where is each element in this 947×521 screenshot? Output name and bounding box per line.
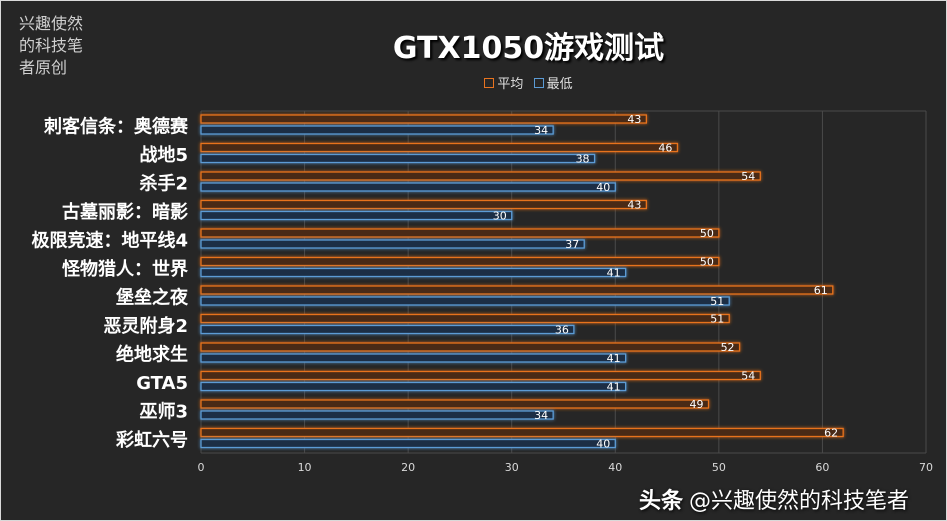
bar-avg [200,171,761,181]
category-label: 杀手2 [139,172,188,194]
category-label: 堡垒之夜 [115,286,189,308]
bar-avg [200,199,648,210]
bar-avg [200,399,710,409]
data-label-min: 34 [534,124,548,137]
data-label-min: 40 [596,438,610,451]
data-label-min: 34 [534,409,548,422]
chart-title: GTX1050游戏测试 [392,31,665,66]
data-label-avg: 52 [721,341,735,354]
bar-avg [200,142,679,153]
data-label-min: 41 [607,267,621,280]
bar-min [200,296,730,306]
bar-avg [200,228,720,238]
legend-item-avg: 平均 [484,73,523,92]
category-label: 彩虹六号 [115,429,188,451]
x-tick-label: 40 [608,461,622,474]
data-label-min: 38 [576,153,590,166]
x-tick-label: 50 [712,461,726,474]
category-label: 战地5 [139,144,188,166]
bar-avg [200,370,761,381]
data-label-avg: 43 [627,199,641,212]
data-label-avg: 61 [814,284,828,297]
legend-item-min: 最低 [533,73,573,92]
data-label-avg: 50 [700,227,714,240]
x-tick-label: 30 [505,461,519,474]
category-label: 极限竞速：地平线4 [31,229,188,251]
bar-avg [200,256,720,267]
data-label-min: 51 [710,295,724,308]
category-label: 绝地求生 [116,343,188,365]
category-label: 古墓丽影：暗影 [62,201,188,223]
bar-min [200,153,596,164]
data-label-min: 41 [607,352,621,365]
data-label-min: 36 [555,324,569,337]
data-label-min: 40 [596,181,610,194]
watermark-brand: 头条 [639,489,684,514]
data-label-avg: 46 [658,142,672,155]
legend-swatch-avg [484,77,495,88]
data-label-avg: 54 [741,170,755,183]
x-tick-label: 60 [815,461,829,474]
legend-label-min: 最低 [546,77,573,92]
bar-min [200,324,575,335]
bar-avg [200,313,730,324]
bar-min [200,381,627,392]
legend-swatch-min [533,77,544,88]
data-label-avg: 62 [824,427,838,440]
category-label: 怪物猎人：世界 [62,258,188,280]
bar-min [200,210,513,221]
bar-avg [200,427,844,438]
watermark-handle: @兴趣使然的科技笔者 [689,489,910,514]
category-label: 巫师3 [139,400,188,422]
data-label-avg: 43 [627,113,641,126]
bar-min [200,267,627,278]
bar-min [200,410,554,420]
category-label: 恶灵附身2 [103,315,188,337]
category-label: GTA5 [136,373,188,394]
bar-min [200,438,616,449]
bar-min [200,239,585,249]
data-label-avg: 51 [710,313,724,326]
legend-label-avg: 平均 [497,77,524,92]
category-label: 刺客信条：奥德赛 [44,115,189,137]
data-label-min: 37 [565,238,579,251]
bar-avg [200,342,741,352]
bar-avg [200,114,648,124]
bar-min [200,353,627,363]
data-label-avg: 54 [741,370,755,383]
data-label-avg: 50 [700,256,714,269]
watermark: 头条 @兴趣使然的科技笔者 [639,489,909,515]
bar-avg [200,285,834,295]
legend: 平均 最低 [111,73,946,92]
x-tick-label: 0 [198,461,205,474]
bar-min [200,125,554,135]
x-tick-label: 20 [401,461,415,474]
corner-note: 兴趣使然的科技笔者原创 [19,14,84,77]
x-tick-label: 70 [919,461,933,474]
data-label-avg: 49 [690,398,704,411]
data-label-min: 30 [493,210,507,223]
x-tick-label: 10 [298,461,312,474]
bar-min [200,182,616,192]
data-label-min: 41 [607,381,621,394]
